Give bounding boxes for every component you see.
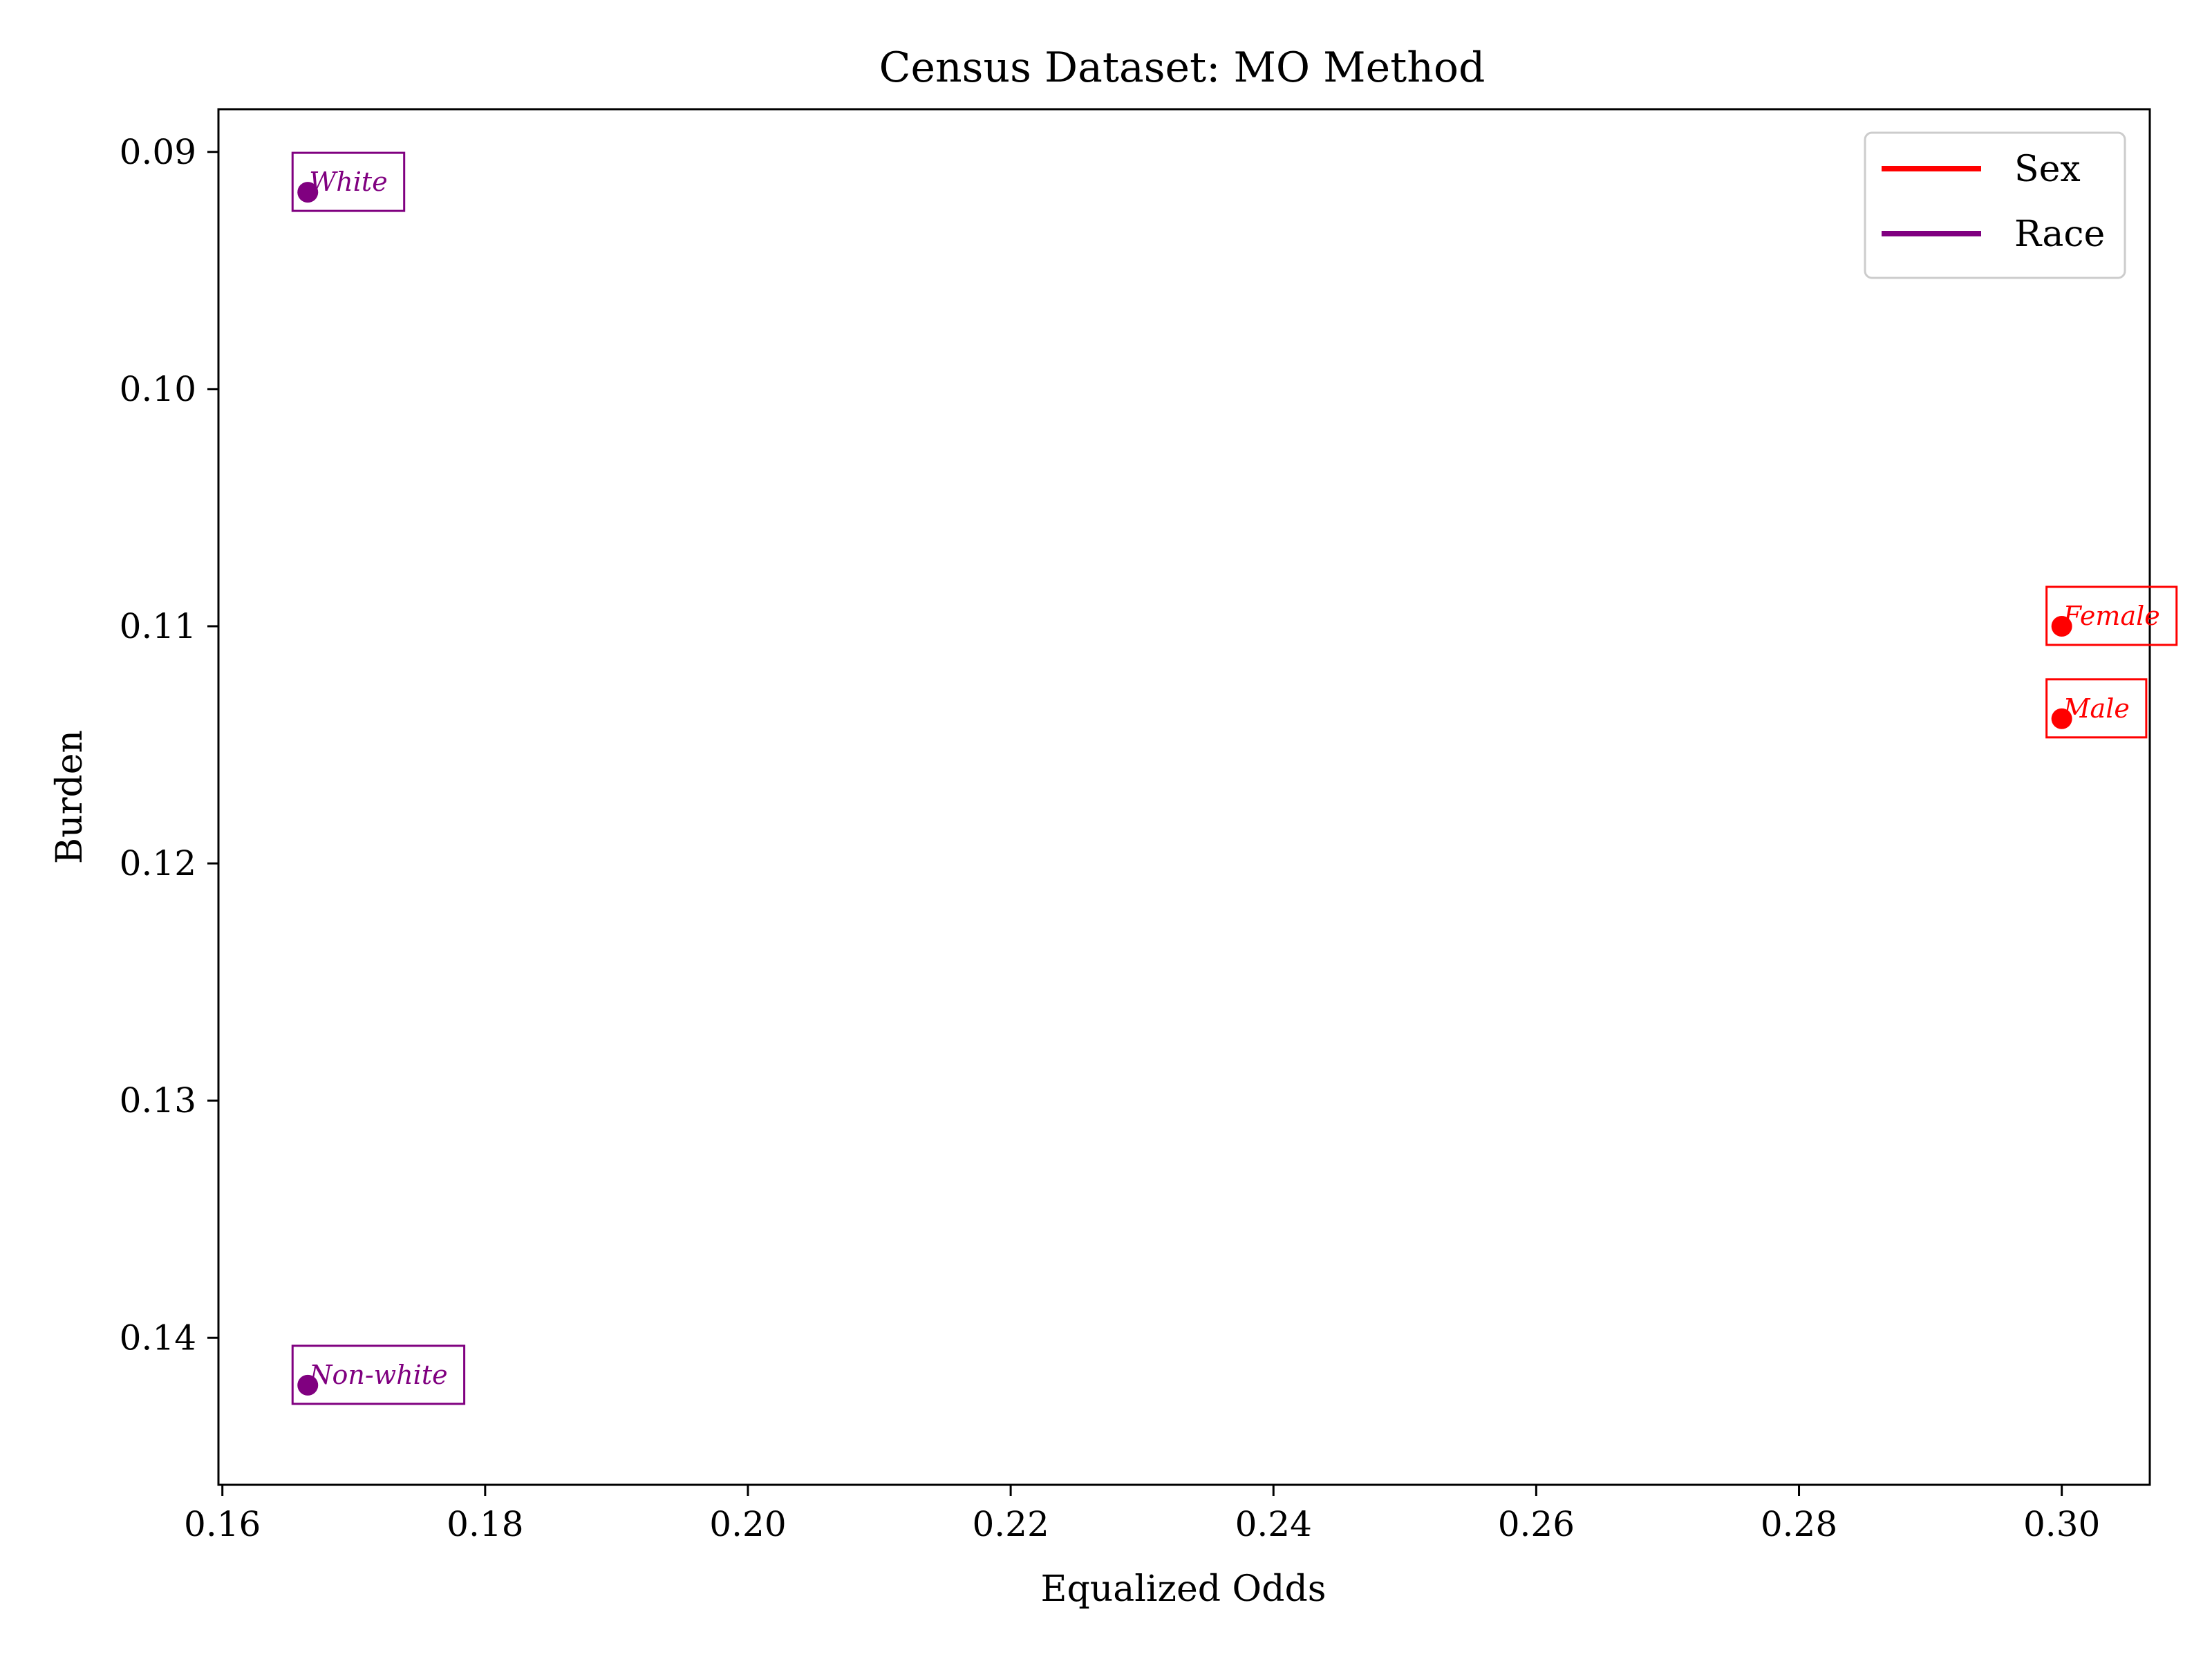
legend-box — [1864, 131, 2126, 279]
legend-label-sex: Sex — [2014, 149, 2081, 190]
x-tick-label: 0.24 — [1235, 1504, 1312, 1544]
y-axis: 0.09 0.10 0.11 0.12 0.13 0.14 — [120, 132, 218, 1358]
point-label: Male — [2063, 693, 2130, 724]
plot-area — [217, 108, 2151, 1486]
x-tick-label: 0.16 — [184, 1504, 261, 1544]
point-label-box — [291, 1344, 466, 1405]
point-label-box — [2045, 678, 2148, 739]
y-tick-label: 0.11 — [120, 606, 196, 646]
point-label-box — [291, 151, 406, 212]
y-tick-label: 0.09 — [120, 132, 196, 172]
data-points: Female Male White Non-white — [291, 151, 2178, 1405]
x-axis: 0.16 0.18 0.20 0.22 0.24 0.26 0.28 0.30 — [184, 1485, 2100, 1544]
point-label: Non-white — [308, 1360, 447, 1390]
x-tick-label: 0.22 — [972, 1504, 1049, 1544]
data-point — [297, 182, 319, 203]
y-tick-label: 0.12 — [120, 843, 196, 883]
x-tick-label: 0.20 — [709, 1504, 786, 1544]
x-tick-label: 0.18 — [447, 1504, 523, 1544]
x-tick-label: 0.30 — [2023, 1504, 2100, 1544]
point-label-box — [2045, 585, 2178, 646]
legend: Sex Race — [1864, 131, 2126, 279]
data-point — [2051, 615, 2072, 637]
y-tick-label: 0.10 — [120, 369, 196, 409]
x-tick-label: 0.28 — [1761, 1504, 1837, 1544]
x-axis-label: Equalized Odds — [1041, 1568, 1327, 1610]
data-point — [297, 1374, 319, 1396]
y-tick-label: 0.14 — [120, 1318, 196, 1358]
legend-label-race: Race — [2014, 214, 2105, 255]
point-label: White — [309, 167, 387, 197]
data-point — [2051, 708, 2072, 729]
point-label: Female — [2063, 601, 2160, 631]
y-tick-label: 0.13 — [120, 1080, 196, 1121]
x-tick-label: 0.26 — [1498, 1504, 1575, 1544]
plot-frame — [217, 108, 2151, 1486]
chart-title: Census Dataset: MO Method — [879, 44, 1485, 92]
y-axis-label: Burden — [49, 730, 91, 864]
